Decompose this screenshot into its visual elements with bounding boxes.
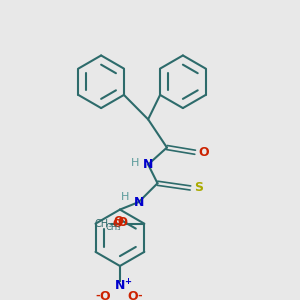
Text: -: - — [96, 291, 100, 300]
Text: H: H — [131, 158, 139, 168]
Text: N: N — [115, 279, 125, 292]
Text: O: O — [112, 219, 122, 229]
Text: CH₃: CH₃ — [95, 219, 113, 229]
Text: O: O — [118, 216, 128, 229]
Text: O: O — [199, 146, 209, 159]
Text: O: O — [128, 290, 138, 300]
Text: +: + — [124, 277, 132, 286]
Text: S: S — [194, 182, 203, 194]
Text: O: O — [114, 215, 124, 228]
Text: -: - — [138, 291, 142, 300]
Text: N: N — [134, 196, 144, 208]
Text: N: N — [143, 158, 153, 171]
Text: H: H — [120, 192, 129, 203]
Text: CH₃: CH₃ — [106, 223, 121, 232]
Text: O: O — [100, 290, 110, 300]
